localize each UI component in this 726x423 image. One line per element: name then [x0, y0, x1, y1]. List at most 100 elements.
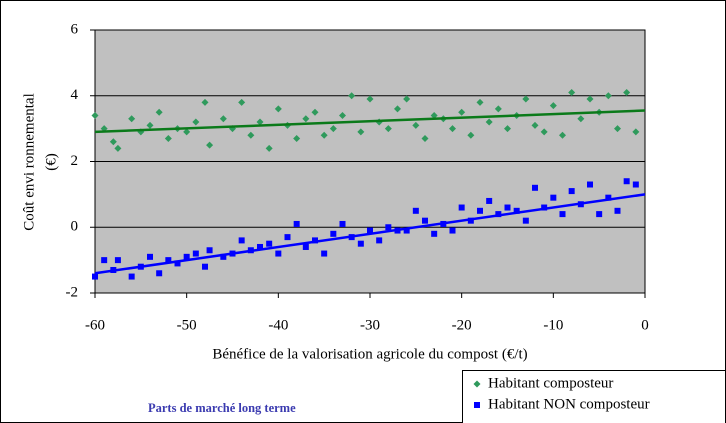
point — [550, 194, 557, 201]
point — [165, 257, 172, 264]
annotation: Parts de marché long terme — [148, 401, 296, 415]
point — [431, 230, 438, 237]
y-tick-label: -2 — [66, 284, 79, 300]
point — [596, 211, 603, 218]
point — [495, 211, 502, 218]
point — [559, 131, 566, 139]
point — [339, 220, 346, 227]
point — [284, 234, 291, 241]
point — [329, 125, 337, 133]
legend-marker — [473, 380, 481, 388]
point — [274, 105, 282, 113]
point — [614, 207, 621, 214]
point — [467, 131, 475, 139]
point — [202, 263, 208, 270]
x-tick-label: -20 — [452, 317, 472, 333]
x-tick-label: 0 — [641, 317, 649, 333]
point — [614, 125, 621, 133]
point — [394, 105, 401, 113]
point — [587, 181, 593, 188]
point — [485, 118, 493, 126]
point — [91, 111, 99, 119]
point — [357, 128, 365, 136]
point — [504, 204, 511, 211]
point — [275, 250, 282, 257]
point — [549, 102, 557, 110]
point — [623, 88, 631, 96]
point — [266, 240, 273, 247]
point — [513, 207, 520, 214]
point — [155, 108, 163, 116]
point — [412, 121, 420, 129]
point — [540, 128, 548, 136]
point — [192, 118, 200, 126]
x-tick-label: -60 — [85, 317, 105, 333]
point — [604, 92, 612, 100]
point — [403, 227, 410, 234]
point — [183, 253, 190, 260]
y-axis-label: (€) — [43, 153, 59, 171]
point — [206, 247, 213, 254]
y-tick-label: 6 — [71, 21, 79, 37]
point — [174, 260, 181, 267]
x-tick-label: -10 — [543, 317, 563, 333]
point — [302, 115, 310, 123]
x-tick-label: -40 — [268, 317, 288, 333]
point — [330, 230, 337, 237]
legend — [462, 370, 726, 423]
y-tick-label: 2 — [71, 153, 79, 169]
point — [128, 273, 135, 280]
point — [257, 243, 263, 250]
point — [206, 141, 214, 149]
point — [339, 111, 346, 119]
point — [422, 217, 428, 224]
point — [114, 144, 122, 152]
point — [412, 207, 419, 214]
y-tick-label: 0 — [71, 219, 79, 235]
point — [238, 237, 245, 244]
point — [586, 95, 594, 103]
legend-label: Habitant composteur — [488, 375, 613, 391]
point — [302, 243, 309, 250]
trendline — [94, 193, 646, 275]
point — [156, 270, 163, 277]
point — [458, 204, 465, 211]
point — [201, 98, 209, 106]
point — [256, 118, 264, 126]
point — [376, 237, 383, 244]
point — [568, 188, 575, 195]
point — [367, 227, 373, 234]
point — [384, 125, 392, 133]
point — [146, 121, 154, 129]
x-axis-label: Bénéfice de la valorisation agricole du … — [212, 346, 527, 362]
point — [421, 134, 429, 142]
x-tick-label: -50 — [177, 317, 197, 333]
point — [486, 197, 493, 204]
point — [476, 98, 484, 106]
point — [430, 111, 438, 119]
point — [504, 125, 511, 133]
point — [449, 125, 456, 133]
point — [109, 138, 117, 146]
point — [357, 240, 364, 247]
y-tick-label: 4 — [71, 87, 79, 103]
point — [477, 207, 483, 214]
point — [219, 115, 227, 123]
point — [632, 181, 639, 188]
point — [321, 250, 328, 257]
point — [403, 95, 411, 103]
point — [265, 144, 273, 152]
point — [147, 253, 153, 260]
point — [128, 115, 136, 123]
point — [312, 237, 318, 244]
point — [238, 98, 246, 106]
point — [577, 115, 585, 123]
point — [623, 178, 630, 185]
point — [247, 131, 255, 139]
point — [220, 253, 227, 260]
trendline — [94, 109, 646, 134]
point — [101, 257, 108, 264]
point — [531, 121, 539, 129]
point — [522, 217, 529, 224]
